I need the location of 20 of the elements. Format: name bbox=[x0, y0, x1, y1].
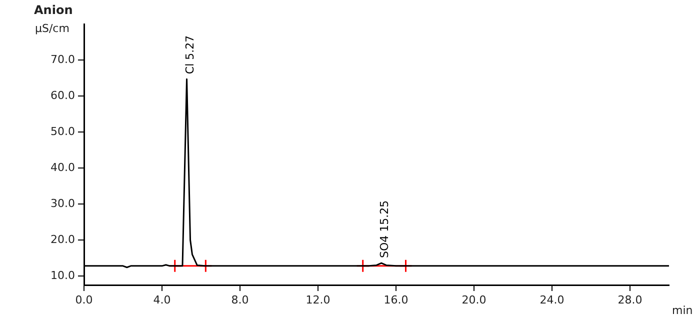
x-tick-label: 16.0 bbox=[384, 293, 408, 306]
y-tick-label: 20.0 bbox=[50, 232, 75, 246]
y-tick-label: 70.0 bbox=[50, 52, 75, 66]
x-tick-label: 20.0 bbox=[462, 293, 486, 306]
y-axis-title: µS/cm bbox=[35, 22, 70, 35]
x-tick-label: 8.0 bbox=[231, 293, 249, 306]
y-tick-label: 40.0 bbox=[50, 160, 75, 174]
annotation: Cl 5.27 bbox=[184, 35, 197, 74]
x-tick-label: 24.0 bbox=[540, 293, 564, 306]
y-tick-label: 10.0 bbox=[50, 268, 75, 282]
y-tick-label: 30.0 bbox=[50, 196, 75, 210]
annotation: SO4 15.25 bbox=[378, 200, 392, 258]
x-tick-label: 0.0 bbox=[75, 293, 93, 306]
chart-title: Anion bbox=[34, 3, 73, 17]
x-tick-label: 28.0 bbox=[618, 293, 642, 306]
x-tick-label: 12.0 bbox=[306, 293, 330, 306]
y-tick-label: 60.0 bbox=[50, 88, 75, 102]
y-tick-label: 50.0 bbox=[50, 124, 75, 138]
x-tick-label: 4.0 bbox=[153, 293, 171, 306]
x-axis-title: min bbox=[672, 304, 693, 317]
